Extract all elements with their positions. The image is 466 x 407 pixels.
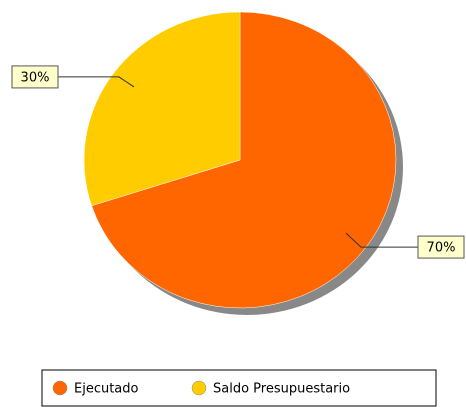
pie-slice — [83, 11, 241, 207]
data-label: 30% — [21, 70, 50, 85]
label-box — [11, 65, 59, 89]
legend-label: Saldo Presupuestario — [213, 382, 350, 397]
data-label: 70% — [427, 241, 456, 256]
legend-box — [41, 369, 437, 407]
label-leader — [345, 232, 418, 248]
legend-swatch — [52, 380, 68, 396]
legend-label: Ejecutado — [74, 382, 139, 397]
label-leader — [58, 76, 135, 88]
legend-swatch — [191, 380, 207, 396]
label-box — [417, 235, 465, 259]
